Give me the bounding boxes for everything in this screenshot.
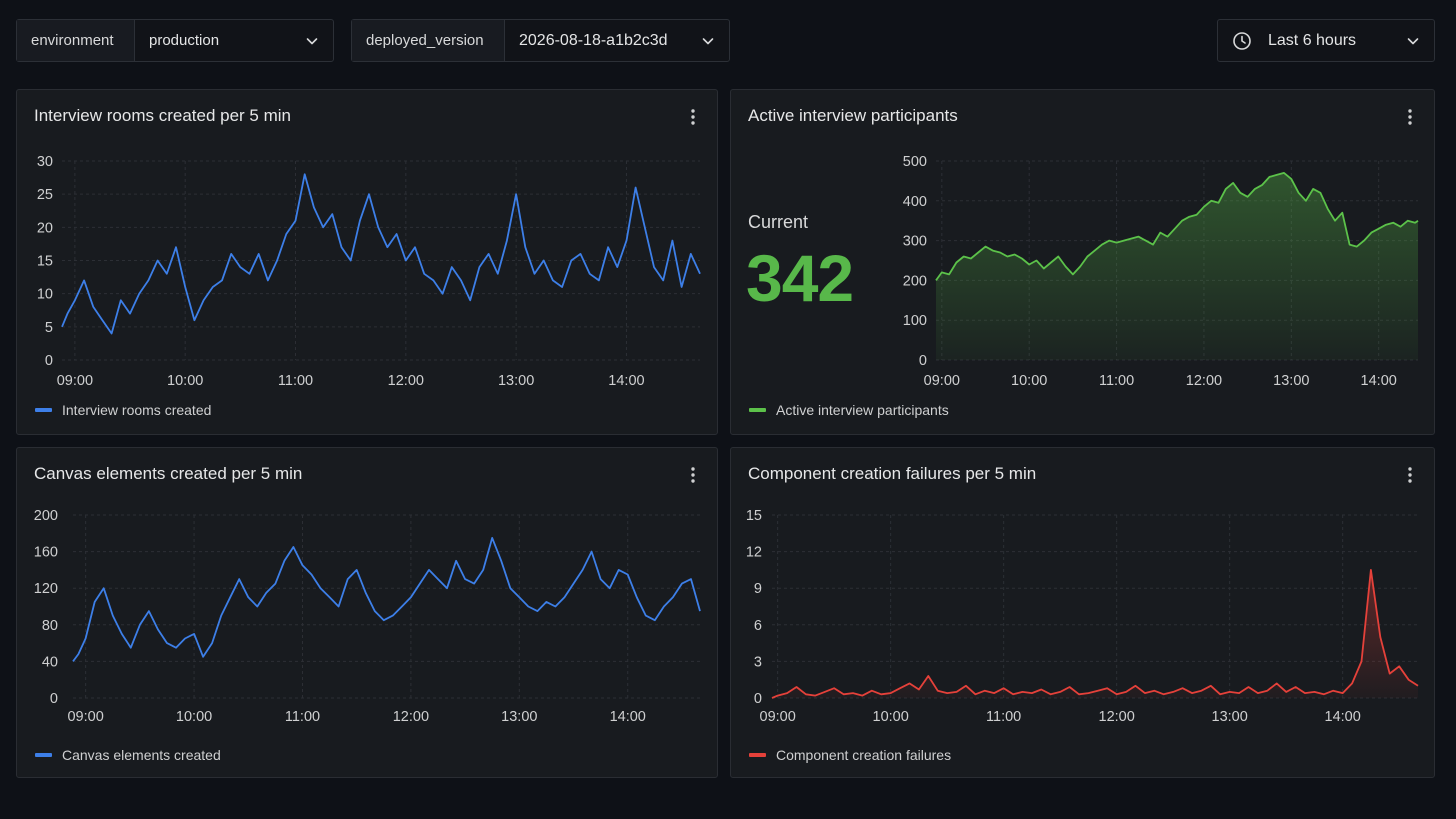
x-tick-label: 14:00 — [608, 373, 644, 389]
rooms-panel: Interview rooms created per 5 min 0 5 10 15… — [16, 89, 718, 435]
chart-legend[interactable]: Component creation failures — [749, 747, 951, 763]
y-tick-label: 15 — [746, 508, 762, 524]
deployed-version-label: deployed_version — [352, 20, 505, 61]
y-tick-label: 9 — [754, 581, 762, 597]
x-tick-label: 11:00 — [278, 373, 313, 389]
x-tick-label: 12:00 — [1186, 373, 1222, 389]
x-tick-label: 12:00 — [388, 373, 424, 389]
x-tick-label: 14:00 — [610, 709, 646, 725]
deployed-version-select[interactable]: 2026-08-18-a1b2c3d — [505, 20, 729, 61]
x-tick-label: 14:00 — [1361, 373, 1397, 389]
y-tick-label: 400 — [903, 194, 927, 210]
x-tick-label: 09:00 — [57, 373, 93, 389]
x-tick-label: 13:00 — [1273, 373, 1309, 389]
y-tick-label: 0 — [754, 691, 762, 707]
stat-label: Current — [748, 212, 809, 232]
y-tick-label: 40 — [42, 654, 58, 670]
chevron-down-icon — [701, 34, 715, 48]
series-line — [935, 172, 1419, 281]
legend-swatch — [749, 408, 766, 412]
canvas-chart: 0 40 80 120 160 200 09:00 10:00 11:00 12:00 13:00 1… — [34, 508, 701, 725]
x-tick-label: 11:00 — [285, 709, 320, 725]
time-range-picker[interactable]: Last 6 hours — [1217, 19, 1435, 62]
deployed-version-value: 2026-08-18-a1b2c3d — [519, 31, 668, 49]
environment-select[interactable]: production — [135, 20, 333, 61]
chart-legend[interactable]: Canvas elements created — [35, 747, 221, 763]
x-tick-label: 11:00 — [986, 709, 1021, 725]
panel-menu-icon[interactable] — [683, 107, 703, 127]
failures-panel: Component creation failures per 5 min 0 3… — [730, 447, 1435, 778]
chart-legend[interactable]: Active interview participants — [749, 402, 949, 418]
y-tick-label: 160 — [34, 545, 58, 561]
y-tick-label: 5 — [45, 320, 53, 336]
series-line — [771, 569, 1419, 699]
series-line — [61, 173, 701, 335]
x-tick-label: 14:00 — [1325, 709, 1361, 725]
x-tick-label: 09:00 — [760, 709, 796, 725]
time-range-label: Last 6 hours — [1268, 31, 1357, 49]
y-tick-label: 6 — [754, 618, 762, 634]
legend-label: Component creation failures — [776, 747, 952, 763]
y-tick-label: 20 — [37, 220, 53, 236]
x-tick-label: 10:00 — [1011, 373, 1047, 389]
x-tick-label: 09:00 — [924, 373, 960, 389]
panel-menu-icon[interactable] — [1400, 465, 1420, 485]
y-tick-label: 15 — [37, 254, 53, 270]
x-tick-label: 11:00 — [1099, 373, 1134, 389]
panel-menu-icon[interactable] — [1400, 107, 1420, 127]
x-tick-label: 12:00 — [393, 709, 429, 725]
canvas-panel: Canvas elements created per 5 min 0 40 80 1… — [16, 447, 718, 778]
y-tick-label: 0 — [919, 353, 927, 369]
y-tick-label: 100 — [903, 313, 927, 329]
series-area — [936, 172, 1418, 360]
series-area — [772, 569, 1418, 698]
panel-title: Canvas elements created per 5 min — [34, 464, 303, 483]
legend-label: Interview rooms created — [62, 402, 212, 418]
chevron-down-icon — [305, 34, 319, 48]
x-tick-label: 12:00 — [1099, 709, 1135, 725]
y-tick-label: 3 — [754, 654, 762, 670]
failures-chart: 0 3 6 9 12 15 09:00 10:00 11:00 12:00 13:00 14:00 — [746, 508, 1419, 725]
panel-menu-icon[interactable] — [683, 465, 703, 485]
deployed-version-variable[interactable]: deployed_version 2026-08-18-a1b2c3d — [351, 19, 730, 62]
rooms-chart: 0 5 10 15 20 25 30 09:00 10:00 11:00 12:00 13:00 14:… — [37, 154, 701, 389]
x-tick-label: 09:00 — [67, 709, 103, 725]
participants-chart: 0 100 200 300 400 500 09:00 10:00 11:00 12:00 13:0… — [903, 154, 1419, 389]
legend-swatch — [35, 753, 52, 757]
y-tick-label: 200 — [34, 508, 58, 524]
legend-label: Canvas elements created — [62, 747, 221, 763]
y-tick-label: 30 — [37, 154, 53, 170]
y-tick-label: 300 — [903, 234, 927, 250]
y-tick-label: 200 — [903, 273, 927, 289]
chevron-down-icon — [1406, 34, 1420, 48]
stat-value: 342 — [746, 241, 854, 315]
series-line — [72, 537, 701, 662]
environment-label: environment — [17, 20, 135, 61]
legend-label: Active interview participants — [776, 402, 949, 418]
y-tick-label: 500 — [903, 154, 927, 170]
clock-icon — [1232, 31, 1252, 51]
x-tick-label: 10:00 — [167, 373, 203, 389]
y-tick-label: 10 — [37, 287, 53, 303]
x-tick-label: 13:00 — [1212, 709, 1248, 725]
x-tick-label: 10:00 — [873, 709, 909, 725]
legend-swatch — [35, 408, 52, 412]
y-tick-label: 0 — [45, 353, 53, 369]
y-tick-label: 12 — [746, 545, 762, 561]
panel-title: Interview rooms created per 5 min — [34, 106, 291, 125]
y-tick-label: 80 — [42, 618, 58, 634]
legend-swatch — [749, 753, 766, 757]
panel-title: Active interview participants — [748, 106, 958, 125]
x-tick-label: 13:00 — [498, 373, 534, 389]
x-tick-label: 13:00 — [501, 709, 537, 725]
y-tick-label: 120 — [34, 581, 58, 597]
x-tick-label: 10:00 — [176, 709, 212, 725]
chart-legend[interactable]: Interview rooms created — [35, 402, 211, 418]
y-tick-label: 0 — [50, 691, 58, 707]
panel-title: Component creation failures per 5 min — [748, 464, 1037, 483]
participants-panel: Active interview participants Current 34… — [730, 89, 1435, 435]
environment-variable[interactable]: environment production — [16, 19, 334, 62]
environment-value: production — [149, 32, 220, 49]
y-tick-label: 25 — [37, 187, 53, 203]
